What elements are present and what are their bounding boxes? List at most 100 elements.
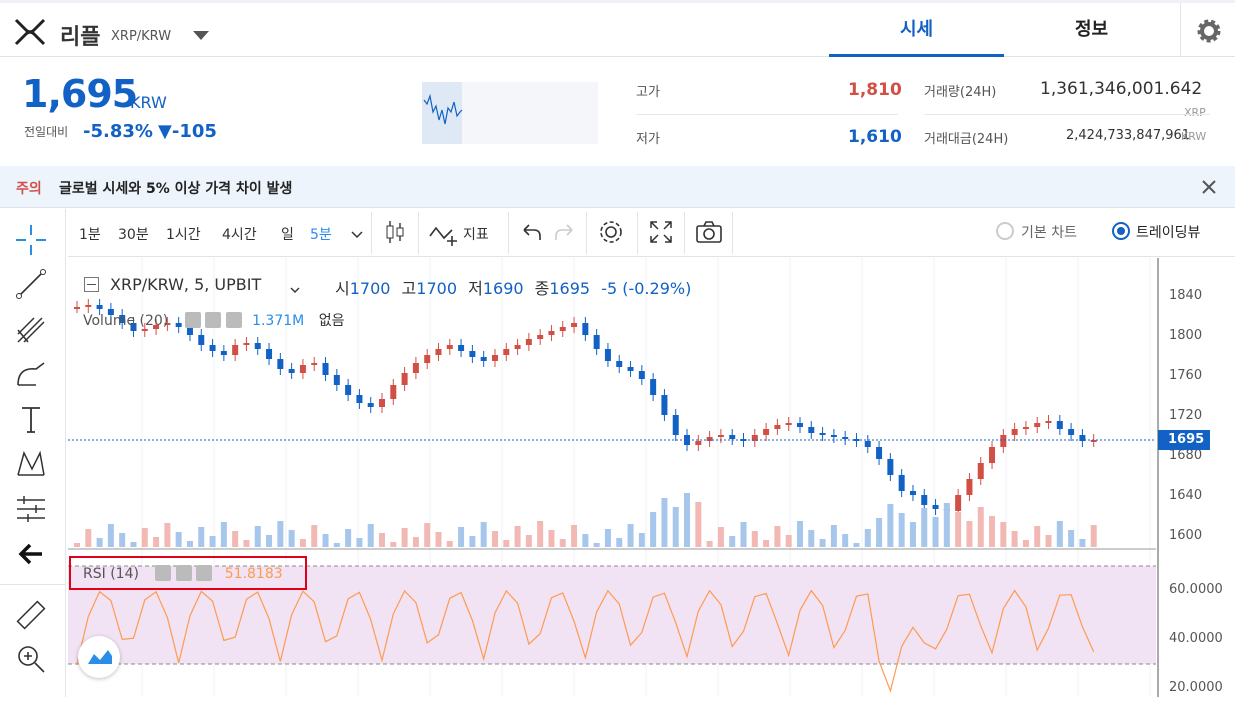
tab-info[interactable]: 정보 [1004, 3, 1179, 57]
volume-bar [401, 528, 408, 547]
rsi-remove-icon[interactable] [196, 565, 213, 581]
volume-bar [1056, 521, 1063, 547]
candle-body [842, 437, 849, 439]
candle-body [751, 435, 758, 441]
chart-settings-icon[interactable] [598, 219, 624, 249]
rsi-tick: 60.0000 [1169, 582, 1223, 597]
tradingview-logo-icon[interactable] [78, 636, 120, 678]
volume-bar [785, 535, 792, 547]
coin-dropdown-icon[interactable] [193, 31, 209, 40]
volume-bar [638, 533, 645, 547]
candle-body [966, 479, 973, 495]
price-tick: 1800 [1169, 328, 1203, 343]
symbol-dropdown-icon[interactable] [289, 281, 301, 300]
text-icon[interactable] [14, 402, 48, 436]
interval-1m[interactable]: 1분 [79, 227, 101, 243]
volume-bar [853, 543, 860, 547]
candle-body [796, 423, 803, 427]
rsi-eye-icon[interactable] [155, 565, 172, 581]
rsi-band [68, 566, 1156, 664]
close-icon[interactable] [1200, 178, 1218, 196]
price-tick: 1760 [1169, 368, 1203, 383]
measure-icon[interactable] [14, 492, 48, 526]
indicator-icon[interactable] [428, 222, 460, 250]
interval-1h[interactable]: 1시간 [166, 227, 201, 243]
interval-4h[interactable]: 4시간 [222, 227, 257, 243]
eye-icon[interactable] [184, 312, 201, 328]
remove-icon[interactable] [225, 312, 242, 328]
back-arrow-icon[interactable] [14, 537, 48, 571]
warning-tag: 주의 [16, 181, 42, 197]
candle-body [627, 367, 634, 371]
tradingview-radio[interactable] [1112, 222, 1130, 240]
ruler-icon[interactable] [14, 598, 48, 632]
rsi-line [76, 589, 1095, 693]
low-label: 저 [468, 279, 483, 298]
candle-body [232, 345, 239, 355]
interval-5m[interactable]: 5분 [310, 227, 332, 243]
high-value: 1,810 [848, 80, 902, 100]
redo-icon[interactable] [554, 222, 576, 248]
tradingview-label[interactable]: 트레이딩뷰 [1136, 225, 1201, 241]
volume-bar [458, 527, 465, 547]
volume-indicator-label[interactable]: Volume (20) [83, 313, 169, 329]
candle-body [729, 435, 736, 439]
separator [586, 212, 587, 254]
last-price-tag: 1695 [1158, 430, 1210, 450]
brush-icon[interactable] [14, 357, 48, 391]
settings-gear-icon[interactable] [1180, 3, 1235, 57]
chart-symbol[interactable]: XRP/KRW, 5, UPBIT [110, 275, 262, 294]
volume-bar [955, 512, 962, 547]
separator [418, 212, 419, 254]
change-percent: -5.83% [83, 121, 153, 142]
ohlc-legend: 시1700 고1700 저1690 종1695 -5 (-0.29%) [335, 275, 691, 299]
interval-dropdown-icon[interactable] [350, 226, 364, 245]
candle-body [85, 305, 92, 307]
candle-body [695, 441, 702, 445]
price-tick: 1680 [1169, 448, 1203, 463]
candle-body [333, 375, 340, 385]
rsi-tick: 40.0000 [1169, 631, 1223, 646]
candle-body [311, 363, 318, 365]
zoom-in-icon[interactable] [14, 642, 48, 676]
rsi-indicator-label[interactable]: RSI (14) [83, 566, 139, 582]
candle-body [1079, 435, 1086, 441]
gear-icon[interactable] [205, 312, 222, 328]
undo-icon[interactable] [520, 222, 542, 248]
high-value: 1700 [416, 279, 457, 298]
pitchfork-icon[interactable] [14, 312, 48, 346]
volume-bar [842, 534, 849, 547]
interval-day[interactable]: 일 [281, 227, 294, 243]
tab-price[interactable]: 시세 [829, 3, 1004, 57]
volume-bar [740, 522, 747, 547]
candle-body [717, 435, 724, 437]
legend-collapse-icon[interactable] [84, 277, 99, 292]
interval-30m[interactable]: 30분 [118, 227, 149, 243]
volume-bar [480, 522, 487, 547]
volume-bar [932, 517, 939, 547]
volume-bar [446, 541, 453, 547]
rsi-gear-icon[interactable] [175, 565, 192, 581]
candle-body [277, 359, 284, 369]
volume-bar [1068, 530, 1075, 547]
basic-chart-radio[interactable] [996, 222, 1014, 240]
candle-body [932, 505, 939, 509]
candle-type-icon[interactable] [384, 219, 406, 249]
volume-label: 거래량(24H) [924, 85, 997, 100]
chart-area[interactable] [68, 258, 1235, 697]
candle-body [198, 335, 205, 345]
candle-body [638, 371, 645, 379]
candle-body [650, 379, 657, 395]
volume-bar [921, 508, 928, 547]
camera-icon[interactable] [695, 220, 723, 248]
low-value: 1690 [482, 279, 524, 298]
pattern-icon[interactable] [14, 447, 48, 481]
candlestick-chart[interactable] [68, 258, 1235, 697]
fullscreen-icon[interactable] [649, 220, 673, 248]
trendline-icon[interactable] [14, 267, 48, 301]
volume-bar [491, 531, 498, 547]
indicator-label[interactable]: 지표 [463, 227, 489, 243]
basic-chart-label[interactable]: 기본 차트 [1021, 225, 1077, 241]
crosshair-icon[interactable] [14, 223, 48, 257]
candle-body [220, 351, 227, 355]
